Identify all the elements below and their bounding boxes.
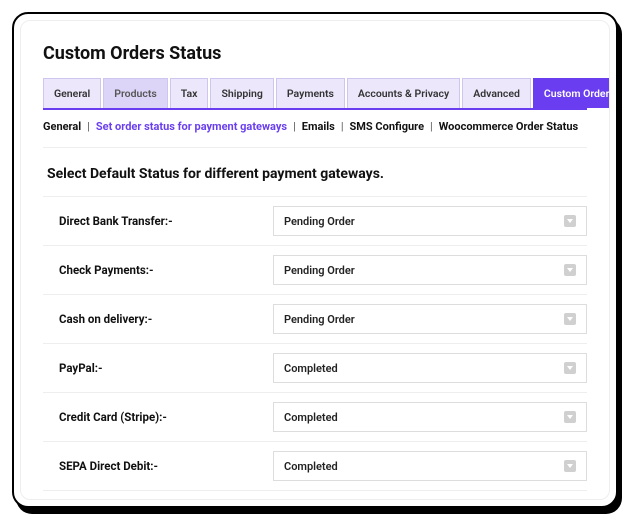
gateway-row: Credit Card (Stripe):- Completed: [43, 392, 587, 441]
tab-custom-orders-status[interactable]: Custom Orders Status: [533, 78, 610, 108]
tab-accounts-privacy[interactable]: Accounts & Privacy: [347, 78, 460, 108]
gateway-status-list: Direct Bank Transfer:-Pending OrderCheck…: [43, 196, 587, 491]
chevron-down-icon: [564, 264, 576, 276]
gateway-row: PayPal:- Completed: [43, 343, 587, 392]
settings-card: Custom Orders Status GeneralProductsTaxS…: [20, 20, 610, 500]
tab-tax[interactable]: Tax: [170, 78, 209, 108]
status-select[interactable]: Completed: [273, 353, 587, 383]
gateway-row: Cash on delivery:- Pending Order: [43, 294, 587, 343]
gateway-label: Credit Card (Stripe):-: [43, 410, 273, 424]
status-select[interactable]: Pending Order: [273, 255, 587, 285]
status-select[interactable]: Completed: [273, 451, 587, 481]
tab-products[interactable]: Products: [103, 78, 168, 108]
separator: |: [430, 120, 433, 133]
subnav-sms-configure[interactable]: SMS Configure: [350, 120, 425, 133]
status-select[interactable]: Completed: [273, 402, 587, 432]
page-title: Custom Orders Status: [43, 43, 587, 64]
status-select-value: Pending Order: [284, 313, 355, 326]
tab-payments[interactable]: Payments: [276, 78, 345, 108]
section-title: Select Default Status for different paym…: [47, 166, 587, 182]
status-select-value: Pending Order: [284, 264, 355, 277]
status-select-value: Pending Order: [284, 215, 355, 228]
status-select-value: Completed: [284, 362, 338, 375]
gateway-row: Check Payments:- Pending Order: [43, 245, 587, 294]
status-select[interactable]: Pending Order: [273, 206, 587, 236]
primary-tabs: GeneralProductsTaxShippingPaymentsAccoun…: [43, 78, 587, 110]
gateway-label: SEPA Direct Debit:-: [43, 459, 273, 473]
gateway-row: Direct Bank Transfer:- Pending Order: [43, 196, 587, 245]
tab-general[interactable]: General: [43, 78, 101, 108]
gateway-label: Check Payments:-: [43, 263, 273, 277]
subnav-woocommerce-order-status[interactable]: Woocommerce Order Status: [439, 120, 578, 133]
chevron-down-icon: [564, 460, 576, 472]
sub-navigation: General | Set order status for payment gat…: [43, 120, 587, 141]
gateway-row: SEPA Direct Debit:- Completed: [43, 441, 587, 491]
subnav-set-order-status-for-payment-gateways[interactable]: Set order status for payment gateways: [96, 120, 287, 133]
chevron-down-icon: [564, 362, 576, 374]
status-select[interactable]: Pending Order: [273, 304, 587, 334]
separator: |: [87, 120, 90, 133]
subnav-general[interactable]: General: [43, 120, 81, 133]
gateway-label: PayPal:-: [43, 361, 273, 375]
chevron-down-icon: [564, 313, 576, 325]
status-select-value: Completed: [284, 411, 338, 424]
tab-advanced[interactable]: Advanced: [462, 78, 531, 108]
subnav-emails[interactable]: Emails: [302, 120, 335, 133]
status-select-value: Completed: [284, 460, 338, 473]
tab-shipping[interactable]: Shipping: [210, 78, 273, 108]
separator: |: [293, 120, 296, 133]
gateway-label: Cash on delivery:-: [43, 312, 273, 326]
chevron-down-icon: [564, 215, 576, 227]
divider: [43, 147, 587, 148]
chevron-down-icon: [564, 411, 576, 423]
gateway-label: Direct Bank Transfer:-: [43, 214, 273, 228]
separator: |: [341, 120, 344, 133]
window-frame: Custom Orders Status GeneralProductsTaxS…: [12, 12, 618, 508]
